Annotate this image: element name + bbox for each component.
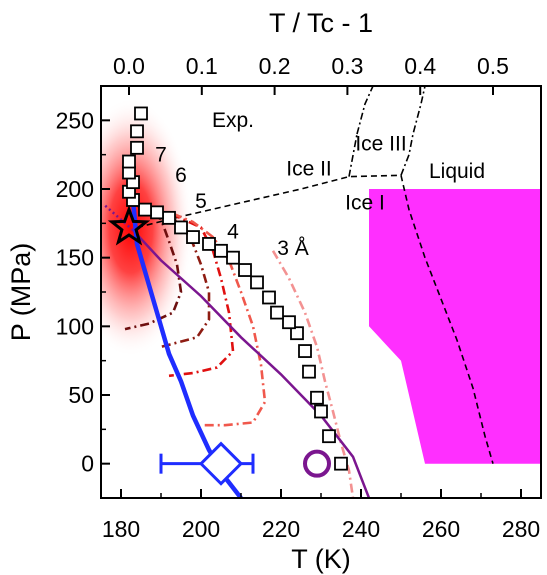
exp-square-2: [314, 404, 328, 419]
annotation-4: Ice I: [345, 192, 385, 215]
exp-square-14: [202, 237, 216, 251]
critical-point-star: [107, 205, 151, 246]
exp-square-24: [122, 154, 136, 169]
exp-square-26: [130, 124, 144, 139]
phase-boundary-3: [400, 86, 426, 176]
annotation-8: 4: [227, 220, 239, 243]
exp-square-15: [186, 230, 200, 244]
x2-tick-label: 0.3: [331, 53, 363, 79]
exp-square-10: [250, 275, 264, 290]
exp-square-18: [150, 205, 164, 220]
y-tick-label: 100: [56, 313, 94, 339]
exp-square-8: [270, 305, 284, 320]
annotation-1: Ice III: [355, 133, 406, 156]
exp-square-27: [134, 106, 148, 121]
exp-square-16: [174, 220, 188, 235]
y-axis-title: P (MPa): [6, 243, 36, 342]
phase-boundary-2: [348, 133, 358, 177]
isochore-line-4: [271, 250, 355, 498]
axes: 180 200 220 240 260 280 0 50 100 150 200 250 0.0 0.1 0…: [6, 8, 540, 574]
x-tick-label: 280: [502, 516, 540, 542]
exp-square-17: [162, 210, 176, 225]
exp-square-7: [282, 315, 296, 330]
x-axis-title: T (K): [291, 544, 351, 574]
annotation-0: Exp.: [212, 109, 254, 132]
x-tick-label: 220: [262, 516, 300, 542]
isochore-line-3: [172, 212, 267, 427]
annotation-6: 6: [175, 164, 187, 187]
exp-square-3: [310, 390, 324, 405]
exp-square-4: [302, 364, 316, 379]
x2-tick-label: 0.2: [259, 53, 291, 79]
phase-boundary-0: [400, 175, 494, 464]
x2-axis-title: T / Tc - 1: [269, 8, 373, 38]
exp-square-19: [138, 202, 152, 217]
isochore-line-2: [152, 208, 235, 378]
y-tick-label: 150: [56, 245, 94, 271]
magenta-region: [369, 189, 541, 464]
x-tick-label: 180: [102, 516, 140, 542]
x-tick-label: 200: [182, 516, 220, 542]
x2-tick-label: 0.5: [477, 53, 509, 79]
annotation-2: Ice II: [286, 157, 332, 180]
x2-tick-label: 0.0: [113, 53, 145, 79]
y-tick-label: 250: [56, 107, 94, 133]
diamond-marker: [198, 441, 244, 486]
purple-dotted-line: [104, 204, 134, 232]
exp-square-25: [130, 140, 144, 155]
plot-area: [101, 86, 541, 498]
exp-square-5: [298, 344, 312, 358]
exp-square-1: [322, 429, 336, 444]
exp-square-12: [226, 250, 240, 265]
exp-square-0: [334, 456, 348, 471]
annotation-9: 3 Å: [277, 237, 309, 260]
y-tick-label: 200: [56, 176, 94, 202]
annotation-3: Liquid: [429, 160, 485, 183]
exp-square-6: [290, 326, 304, 341]
phase-boundary-4: [356, 86, 374, 135]
open-circle-marker: [303, 449, 331, 478]
x-tick-label: 240: [342, 516, 380, 542]
y-tick-label: 50: [68, 382, 94, 408]
exp-square-13: [214, 243, 228, 258]
x2-tick-label: 0.1: [186, 53, 218, 79]
annotation-7: 5: [195, 190, 207, 213]
exp-square-11: [238, 263, 252, 277]
purple-line: [132, 229, 371, 498]
annotation-5: 7: [155, 144, 167, 167]
x2-tick-label: 0.4: [404, 53, 436, 79]
exp-square-9: [262, 290, 276, 305]
x-tick-label: 260: [422, 516, 460, 542]
y-tick-label: 0: [81, 451, 94, 477]
